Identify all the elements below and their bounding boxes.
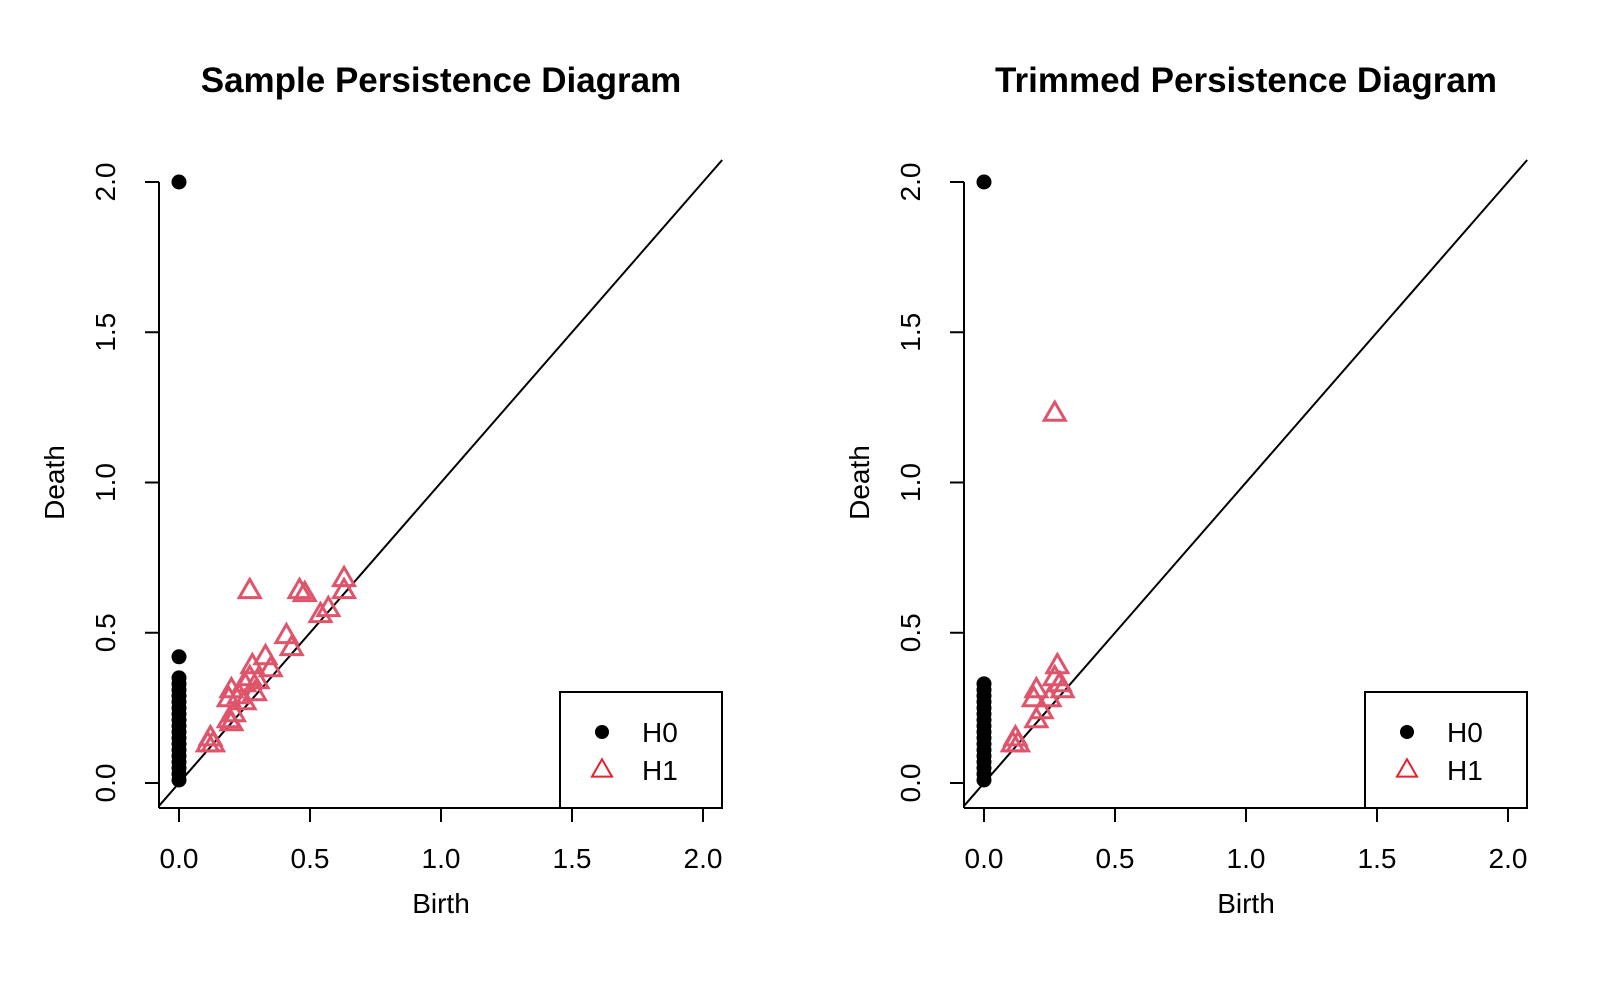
h0-point <box>171 649 187 665</box>
y-tick-label: 2.0 <box>895 163 926 202</box>
y-tick-label: 0.0 <box>90 764 121 803</box>
h1-point <box>194 729 221 753</box>
x-tick-label: 1.0 <box>1227 843 1266 874</box>
h1-point <box>257 654 284 678</box>
legend-label: H0 <box>642 717 678 748</box>
y-tick-label: 0.5 <box>895 613 926 652</box>
diagonal-line <box>963 159 1528 807</box>
h1-point <box>291 579 318 603</box>
series-h0 <box>171 174 187 788</box>
y-axis-label: Death <box>39 445 70 520</box>
legend-h0-marker <box>595 725 609 739</box>
x-tick-label: 1.5 <box>1358 843 1397 874</box>
chart-panel-2: Trimmed Persistence Diagram 0.0 0.5 1.0 1.5 2… <box>844 61 1528 919</box>
h0-point <box>171 772 187 788</box>
chart-panel-1: Sample Persistence Diagram 0.0 0.5 1.0 1.5 2.… <box>39 61 723 919</box>
series-h1 <box>194 564 358 753</box>
h0-point <box>976 772 992 788</box>
chart-title: Trimmed Persistence Diagram <box>995 61 1497 100</box>
x-axis-label: Birth <box>412 888 470 919</box>
h0-point <box>976 174 992 190</box>
h1-point <box>1023 675 1050 699</box>
legend-label: H1 <box>1447 755 1483 786</box>
y-tick-label: 1.0 <box>895 463 926 502</box>
x-tick-label: 0.5 <box>1096 843 1135 874</box>
y-tick-label: 2.0 <box>90 163 121 202</box>
series-h0 <box>976 174 992 788</box>
y-tick-label: 0.5 <box>90 613 121 652</box>
h1-point <box>218 708 245 732</box>
x-tick-label: 1.5 <box>553 843 592 874</box>
h1-point <box>278 633 305 657</box>
h1-point <box>1049 675 1076 699</box>
x-tick-label: 2.0 <box>684 843 723 874</box>
x-tick-label: 0.0 <box>160 843 199 874</box>
h1-point <box>1041 663 1068 687</box>
legend-h1-marker <box>590 757 614 778</box>
y-tick-label: 0.0 <box>895 764 926 803</box>
h1-point <box>330 576 358 600</box>
h1-point <box>307 600 334 624</box>
series-h1 <box>999 399 1076 753</box>
y-tick-label: 1.5 <box>90 313 121 352</box>
y-tick-label: 1.0 <box>90 463 121 502</box>
y-axis-label: Death <box>844 445 875 520</box>
x-tick-label: 0.5 <box>291 843 330 874</box>
h1-point <box>1020 684 1047 708</box>
legend-h1-marker <box>1395 757 1419 778</box>
h1-point <box>1041 399 1068 422</box>
chart-title: Sample Persistence Diagram <box>201 61 682 100</box>
h1-point <box>1023 705 1050 729</box>
h1-point <box>999 729 1026 753</box>
x-axis-label: Birth <box>1217 888 1275 919</box>
x-tick-label: 0.0 <box>965 843 1004 874</box>
x-tick-label: 1.0 <box>422 843 461 874</box>
legend-box <box>1364 691 1528 809</box>
x-tick-label: 2.0 <box>1489 843 1528 874</box>
legend-box <box>559 691 723 809</box>
h1-point <box>1036 684 1063 708</box>
h1-point <box>220 699 248 723</box>
h1-point <box>330 564 358 588</box>
h0-point <box>171 174 187 190</box>
legend-label: H1 <box>642 755 678 786</box>
y-tick-label: 1.5 <box>895 313 926 352</box>
h1-point <box>241 678 269 702</box>
h1-point <box>236 576 263 600</box>
legend-label: H0 <box>1447 717 1483 748</box>
h1-point <box>286 576 313 600</box>
h1-point <box>226 681 253 705</box>
h1-point <box>231 687 258 711</box>
legend-h0-marker <box>1400 725 1414 739</box>
